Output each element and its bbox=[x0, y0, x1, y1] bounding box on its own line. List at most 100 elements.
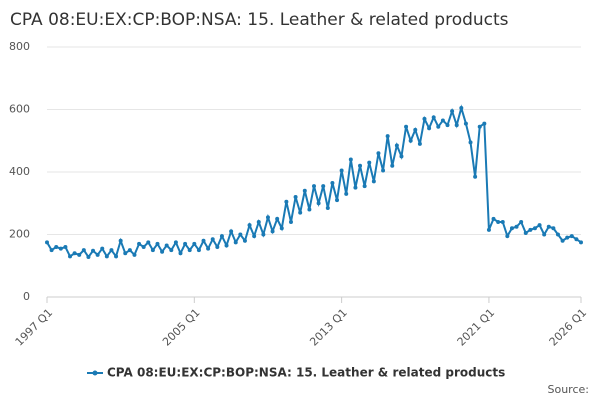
point bbox=[321, 184, 326, 189]
point bbox=[500, 220, 505, 224]
point bbox=[238, 232, 243, 237]
x-tick-label: 2005 Q1 bbox=[160, 306, 203, 349]
point bbox=[72, 251, 77, 256]
point bbox=[325, 205, 330, 210]
point bbox=[242, 238, 247, 243]
point bbox=[330, 180, 335, 185]
point bbox=[422, 116, 427, 121]
point bbox=[477, 124, 482, 129]
point bbox=[196, 248, 201, 253]
point bbox=[109, 248, 114, 253]
point bbox=[77, 252, 82, 257]
point bbox=[68, 254, 73, 259]
point bbox=[523, 230, 528, 235]
point bbox=[265, 215, 270, 220]
point bbox=[284, 199, 289, 204]
point bbox=[509, 226, 514, 231]
point bbox=[187, 248, 192, 253]
point bbox=[233, 240, 238, 245]
point bbox=[348, 157, 353, 162]
y-tick-label: 400 bbox=[9, 165, 30, 178]
point bbox=[123, 251, 128, 256]
point bbox=[394, 143, 399, 148]
point bbox=[160, 249, 165, 254]
point bbox=[486, 227, 491, 232]
point bbox=[574, 237, 579, 242]
point bbox=[560, 238, 565, 243]
point bbox=[579, 240, 583, 245]
point bbox=[256, 220, 261, 224]
point bbox=[436, 124, 441, 129]
point bbox=[288, 220, 293, 224]
point bbox=[293, 195, 298, 199]
point bbox=[459, 105, 464, 110]
point bbox=[178, 251, 183, 256]
point bbox=[86, 255, 91, 259]
point bbox=[542, 232, 547, 237]
legend-marker bbox=[92, 370, 98, 376]
point bbox=[537, 223, 542, 228]
point bbox=[335, 198, 340, 203]
point bbox=[463, 121, 468, 126]
x-tick-label: 2013 Q1 bbox=[307, 306, 350, 349]
point bbox=[454, 123, 459, 128]
point bbox=[132, 252, 137, 257]
y-tick-label: 800 bbox=[9, 40, 30, 53]
point bbox=[215, 245, 220, 249]
point bbox=[505, 234, 510, 239]
point bbox=[104, 254, 109, 259]
point bbox=[49, 248, 54, 253]
point bbox=[468, 140, 473, 145]
point bbox=[169, 248, 174, 253]
point bbox=[247, 223, 252, 228]
point bbox=[551, 226, 556, 231]
point bbox=[496, 220, 501, 224]
point bbox=[514, 224, 519, 229]
point bbox=[298, 210, 303, 215]
point bbox=[353, 185, 358, 190]
point bbox=[173, 240, 178, 245]
point bbox=[155, 241, 160, 246]
point bbox=[302, 188, 307, 193]
point bbox=[358, 163, 363, 168]
point bbox=[445, 123, 450, 128]
point bbox=[344, 191, 349, 196]
point bbox=[482, 121, 487, 126]
point bbox=[183, 241, 188, 246]
point bbox=[312, 184, 316, 189]
legend-label: CPA 08:EU:EX:CP:BOP:NSA: 15. Leather & r… bbox=[107, 366, 505, 380]
point bbox=[100, 246, 105, 251]
point bbox=[371, 179, 376, 184]
point bbox=[114, 254, 119, 259]
point bbox=[555, 232, 560, 237]
point bbox=[427, 126, 432, 131]
point bbox=[532, 226, 537, 231]
point bbox=[210, 237, 215, 242]
y-tick-label: 600 bbox=[9, 103, 30, 116]
point bbox=[261, 232, 266, 237]
point bbox=[219, 234, 224, 239]
point bbox=[150, 248, 155, 253]
point bbox=[569, 234, 574, 239]
point bbox=[279, 226, 284, 231]
point bbox=[473, 174, 478, 179]
point bbox=[404, 124, 409, 129]
point bbox=[413, 127, 418, 132]
point bbox=[58, 246, 63, 251]
point bbox=[367, 160, 372, 165]
x-tick-label: 2021 Q1 bbox=[455, 306, 498, 349]
point bbox=[385, 134, 390, 139]
point bbox=[390, 163, 395, 168]
y-tick-label: 200 bbox=[9, 228, 30, 241]
point bbox=[339, 168, 344, 173]
point bbox=[408, 138, 413, 143]
point bbox=[45, 240, 49, 245]
point bbox=[141, 245, 146, 249]
point bbox=[565, 235, 570, 240]
chart-title: CPA 08:EU:EX:CP:BOP:NSA: 15. Leather & r… bbox=[10, 10, 509, 30]
point bbox=[376, 151, 381, 156]
point bbox=[252, 234, 257, 239]
point bbox=[381, 168, 386, 173]
point bbox=[192, 241, 197, 246]
